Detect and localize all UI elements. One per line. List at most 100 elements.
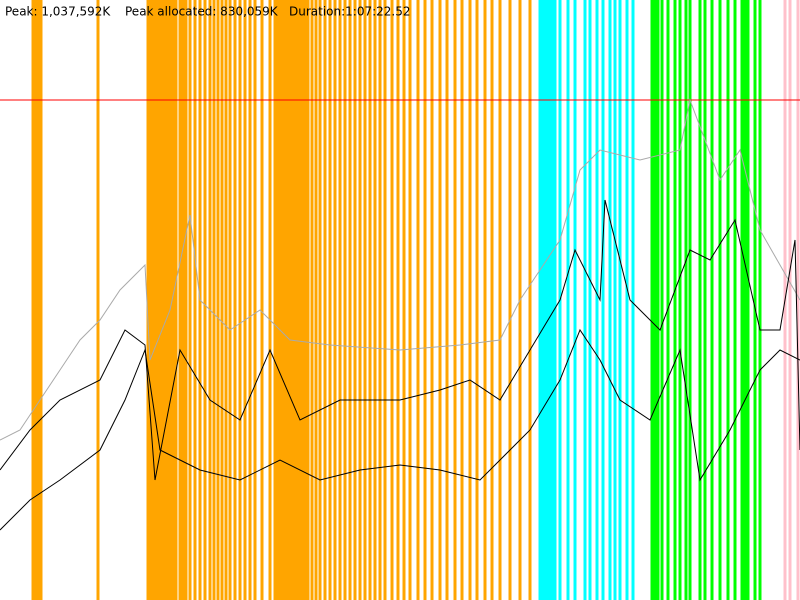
stripe — [178, 0, 182, 600]
stripe — [306, 0, 310, 600]
stripe — [378, 0, 382, 600]
stripe — [294, 0, 298, 600]
stripe — [588, 0, 592, 600]
stripe — [282, 0, 286, 600]
stripe — [328, 0, 332, 600]
stripe — [368, 0, 372, 600]
stripe — [338, 0, 342, 600]
stripe — [710, 0, 714, 600]
stripe — [746, 0, 750, 600]
stripe — [753, 0, 757, 600]
stripe — [156, 0, 160, 600]
stripe — [373, 0, 377, 600]
stripe — [228, 0, 232, 600]
stripe — [796, 0, 800, 600]
stripe — [168, 0, 172, 600]
stripes — [31, 0, 800, 600]
stripe — [220, 0, 224, 600]
stripe — [453, 0, 457, 600]
stripe — [408, 0, 412, 600]
stripe — [291, 0, 295, 600]
stripe — [718, 0, 722, 600]
stripe — [660, 0, 664, 600]
stripe — [656, 0, 660, 600]
stripe — [601, 0, 605, 600]
stripe — [678, 0, 682, 600]
stripe — [445, 0, 449, 600]
stripe — [148, 0, 152, 600]
stripe — [39, 0, 43, 600]
stripe — [288, 0, 292, 600]
stripe — [238, 0, 242, 600]
stripe — [498, 0, 502, 600]
stripe — [208, 0, 212, 600]
stripe — [353, 0, 357, 600]
header-text: Peak allocated: 830,059K — [125, 5, 279, 19]
header-text: Peak: 1,037,592K — [5, 5, 111, 19]
stripe — [314, 0, 318, 600]
stripe — [650, 0, 654, 600]
stripe — [460, 0, 464, 600]
stripe — [544, 0, 548, 600]
stripe — [475, 0, 479, 600]
stripe — [583, 0, 587, 600]
stripe — [33, 0, 37, 600]
stripe — [430, 0, 434, 600]
stripe — [248, 0, 252, 600]
stripe — [666, 0, 670, 600]
stripe — [216, 0, 220, 600]
stripe — [358, 0, 362, 600]
stripe — [297, 0, 301, 600]
stripe — [743, 0, 747, 600]
stripe — [343, 0, 347, 600]
stripe — [300, 0, 304, 600]
stripe — [613, 0, 617, 600]
stripe — [233, 0, 237, 600]
stripe — [396, 0, 400, 600]
stripe — [618, 0, 622, 600]
stripe — [153, 0, 157, 600]
stripe — [171, 0, 175, 600]
stripe — [538, 0, 542, 600]
stripe — [181, 0, 185, 600]
stripe — [390, 0, 394, 600]
stripe — [383, 0, 387, 600]
stripe — [758, 0, 762, 600]
stripe — [310, 0, 314, 600]
stripe — [159, 0, 163, 600]
stripe — [333, 0, 337, 600]
stripe — [402, 0, 406, 600]
stripe — [212, 0, 216, 600]
stripe — [573, 0, 577, 600]
stripe — [268, 0, 272, 600]
stripe — [224, 0, 228, 600]
stripe — [468, 0, 472, 600]
stripe — [96, 0, 100, 600]
stripe — [35, 0, 39, 600]
stripe — [303, 0, 307, 600]
lines — [0, 98, 800, 531]
stripe — [703, 0, 707, 600]
stripe — [285, 0, 289, 600]
stripe — [31, 0, 35, 600]
series-line — [0, 328, 800, 531]
stripe — [483, 0, 487, 600]
stripe — [490, 0, 494, 600]
stripe — [193, 0, 197, 600]
stripe — [595, 0, 599, 600]
stripe — [608, 0, 612, 600]
stripe — [508, 0, 512, 600]
stripe — [150, 0, 154, 600]
stripe — [740, 0, 744, 600]
stripe — [37, 0, 41, 600]
stripe — [416, 0, 420, 600]
stripe — [165, 0, 169, 600]
labels: Peak: 1,037,592K Peak allocated: 830,059K… — [5, 5, 411, 19]
stripe — [688, 0, 692, 600]
header-text: Duration:1:07:22.52 — [289, 5, 411, 19]
stripe — [553, 0, 557, 600]
stripe — [363, 0, 367, 600]
stripe — [348, 0, 352, 600]
stripe — [162, 0, 166, 600]
